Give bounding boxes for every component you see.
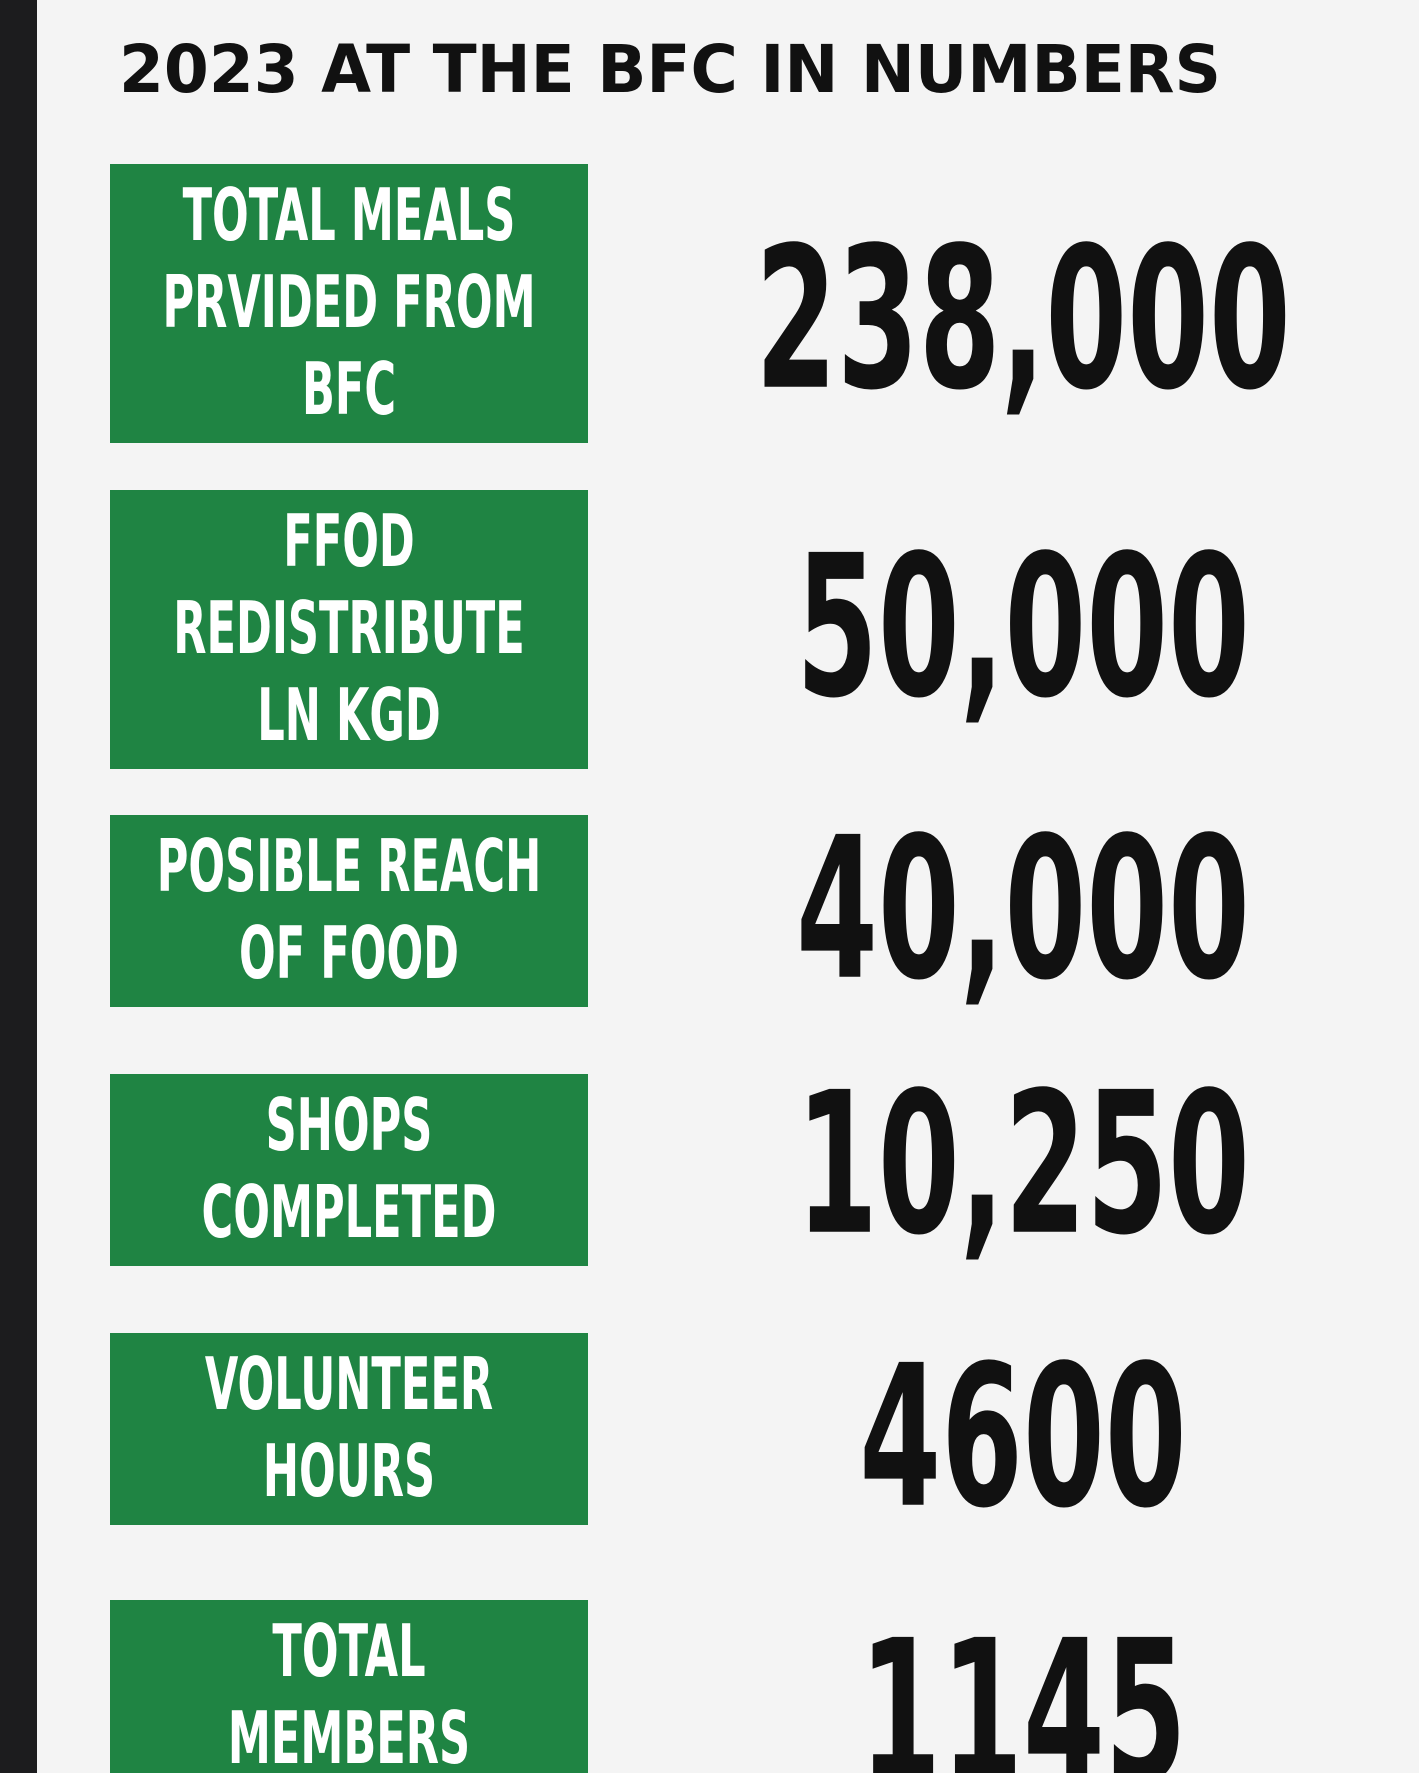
stat-value: 4600 [859, 1324, 1186, 1552]
label-box [110, 1333, 588, 1525]
stat-value: 50,000 [796, 514, 1250, 742]
label-line: MEMBERS [228, 1698, 470, 1773]
label-line: BFC [302, 349, 396, 433]
label-line: SHOPS [266, 1085, 433, 1169]
stat-value: 1145 [859, 1599, 1186, 1773]
label-box [110, 815, 588, 1007]
label-line: COMPLETED [202, 1172, 497, 1256]
label-line: REDISTRIBUTE [173, 588, 525, 672]
label-box [110, 490, 588, 769]
label-box [110, 1074, 588, 1266]
label-line: LN KGD [257, 675, 440, 759]
label-line: FFOD [283, 501, 415, 585]
label-line: OF FOOD [239, 913, 459, 997]
stat-value: 10,250 [796, 1051, 1250, 1279]
label-line: HOURS [263, 1431, 435, 1515]
label-line: TOTAL [272, 1611, 425, 1695]
side-bar [0, 0, 37, 1773]
label-line: TOTAL MEALS [183, 175, 516, 259]
stat-value: 40,000 [796, 796, 1250, 1024]
stat-value: 238,000 [755, 206, 1291, 434]
label-box [110, 1600, 588, 1773]
label-line: POSIBLE REACH [157, 826, 542, 910]
label-line: PRVIDED FROM [162, 262, 535, 346]
title: 2023 AT THE BFC IN NUMBERS [119, 31, 1221, 108]
label-box [110, 164, 588, 443]
label-line: VOLUNTEER [205, 1344, 493, 1428]
